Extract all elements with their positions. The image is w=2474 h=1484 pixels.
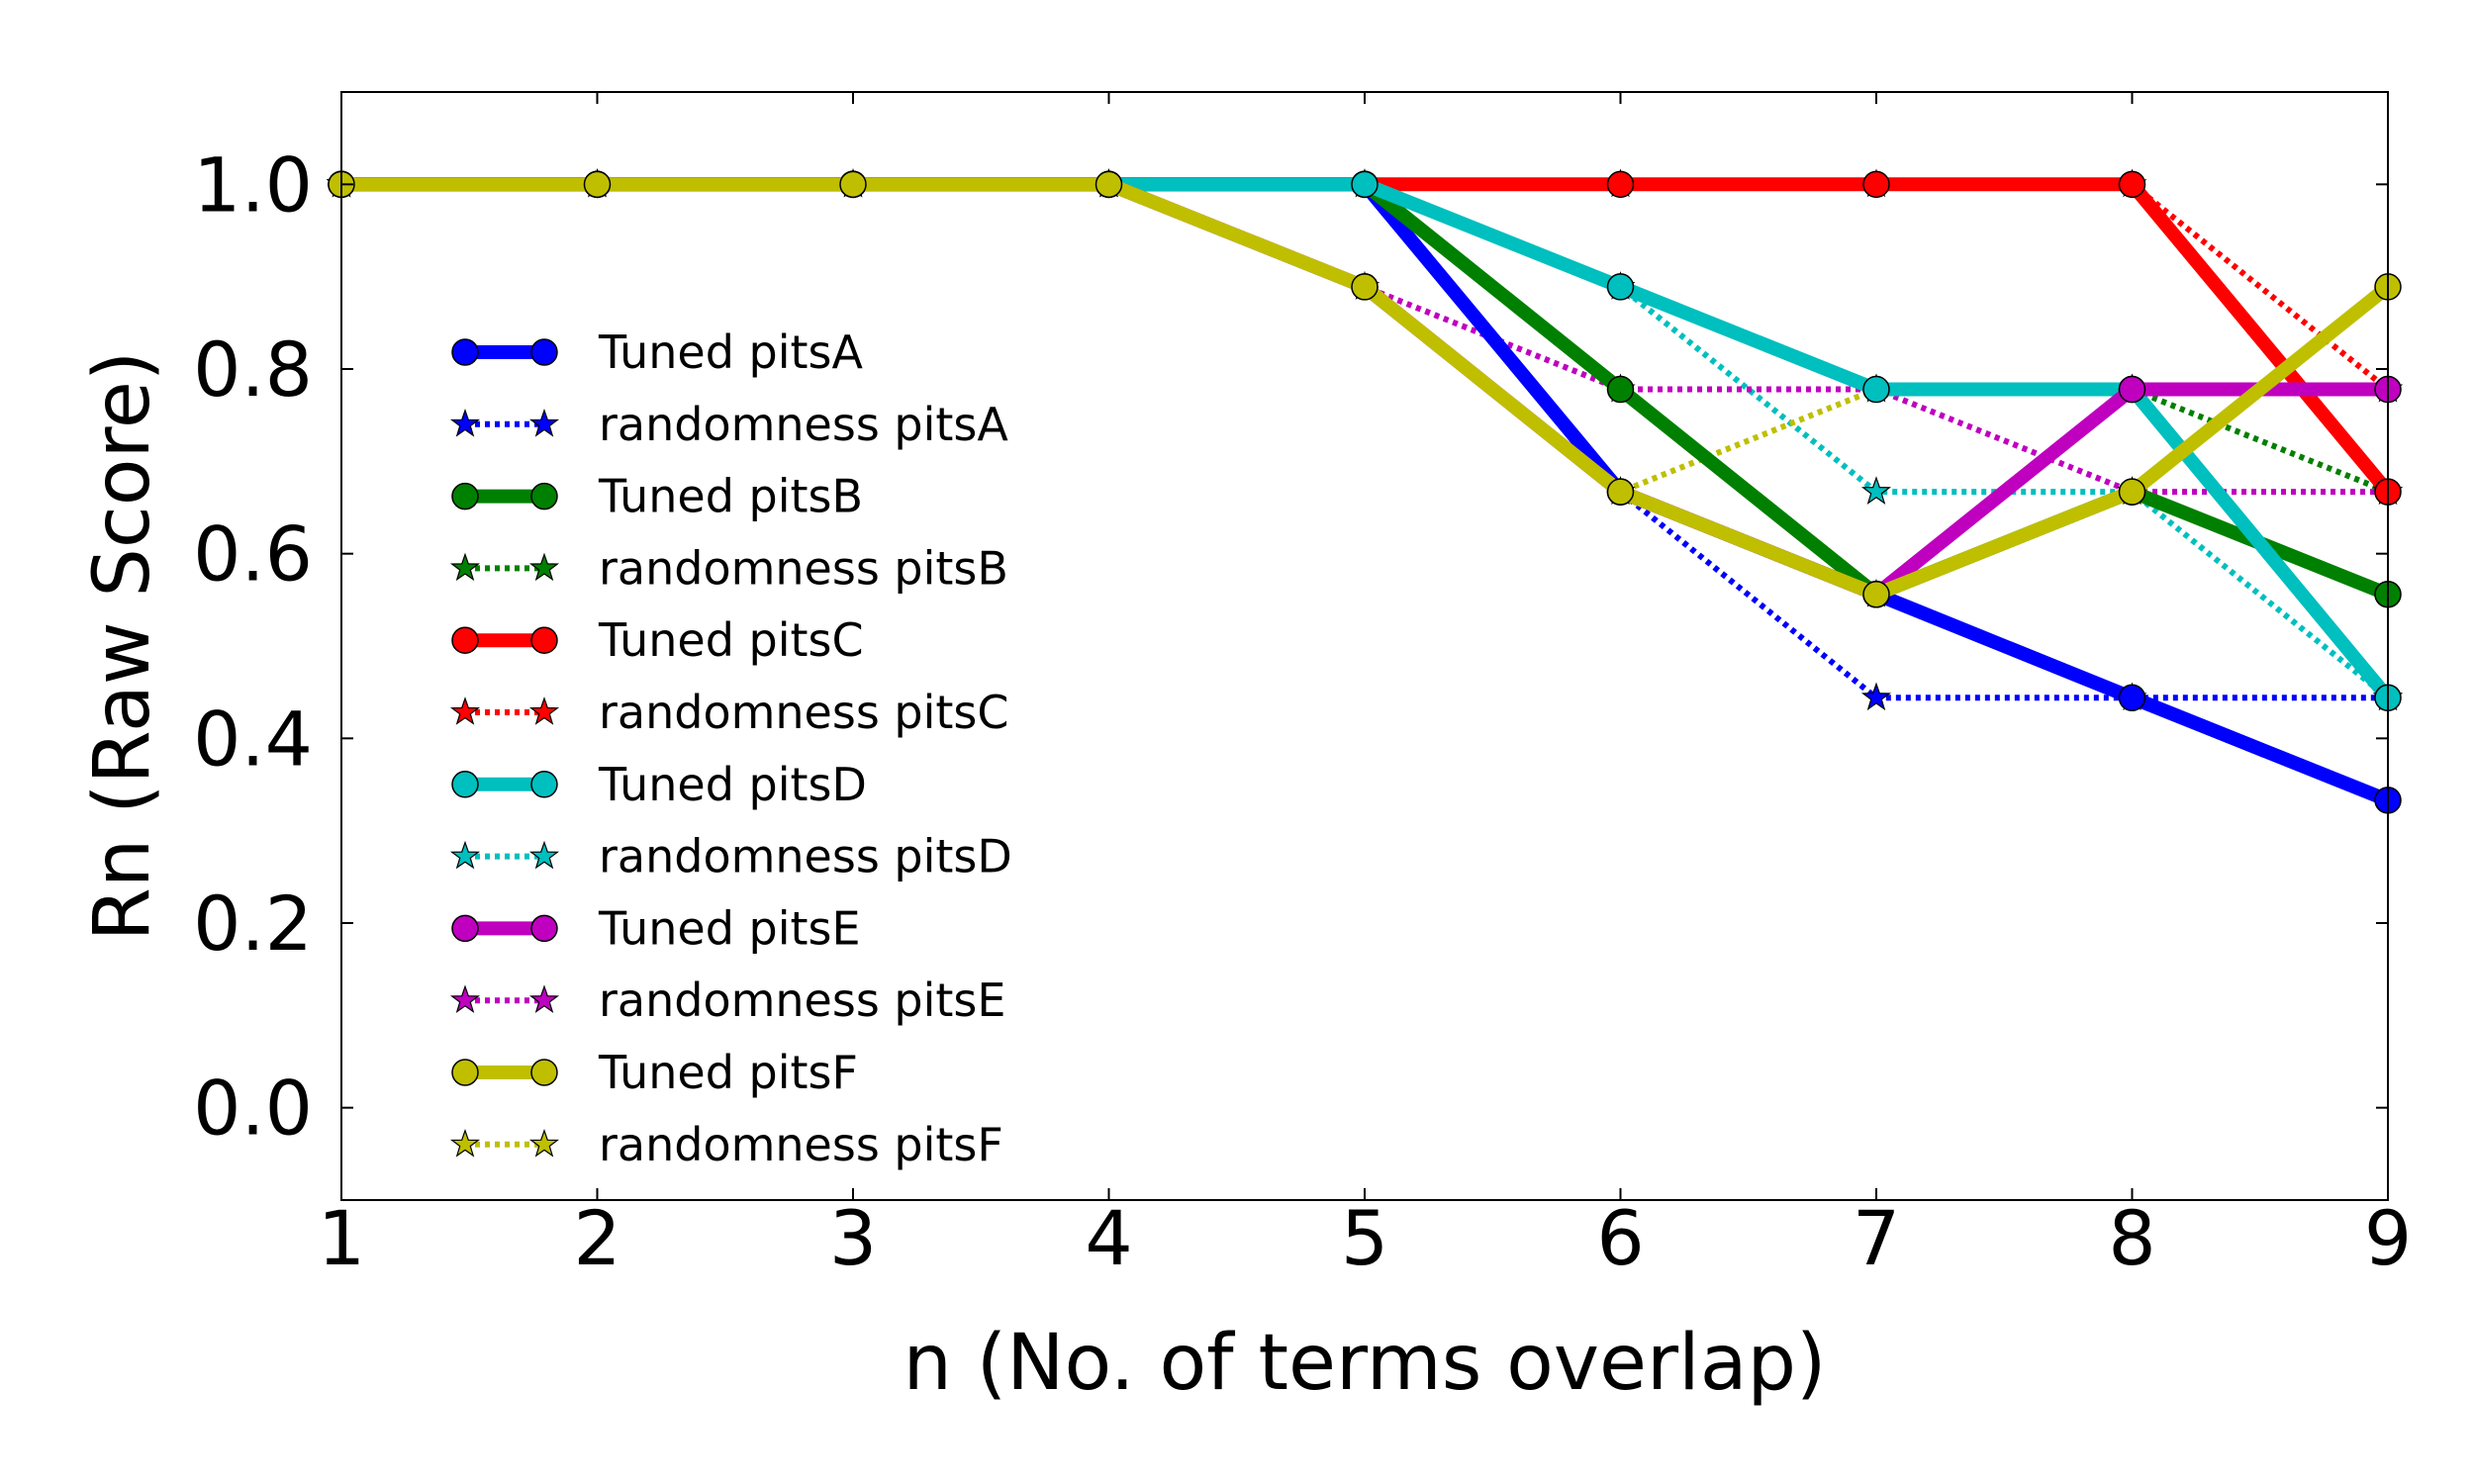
x-tick-label: 5 (1341, 1194, 1388, 1282)
x-tick-label: 8 (2108, 1194, 2155, 1282)
legend-marker (449, 696, 481, 725)
data-point (1862, 170, 1890, 199)
legend-marker (449, 984, 481, 1013)
legend-item: Tuned pitsC (451, 613, 864, 667)
data-point (2118, 684, 2146, 712)
legend-marker (530, 771, 558, 798)
legend-item: randomness pitsB (449, 541, 1008, 595)
legend-item: randomness pitsC (449, 686, 1009, 739)
data-point (1606, 273, 1635, 301)
legend-item: randomness pitsD (449, 830, 1012, 883)
legend-item: randomness pitsA (449, 398, 1008, 451)
legend-marker (528, 840, 560, 870)
x-axis-label: n (No. of terms overlap) (904, 1319, 1827, 1408)
legend-label: Tuned pitsE (598, 901, 861, 955)
legend-marker (449, 408, 481, 437)
legend-marker (528, 552, 560, 582)
legend-marker (449, 1128, 481, 1158)
ticks: 1 2 3 4 5 6 7 8 9 0.0 0.2 0.4 0.6 0.8 1.0 (193, 92, 2412, 1282)
data-point (2118, 375, 2146, 404)
data-point (1606, 375, 1635, 404)
legend-label: randomness pitsF (599, 1118, 1003, 1171)
y-tick-label: 1.0 (193, 140, 313, 229)
legend-label: randomness pitsA (599, 398, 1008, 451)
legend-label: Tuned pitsF (598, 1046, 858, 1099)
legend-item: Tuned pitsB (451, 470, 863, 523)
legend-label: Tuned pitsB (598, 470, 863, 523)
data-point (2118, 170, 2146, 199)
legend-label: randomness pitsB (599, 541, 1008, 595)
series-layer (326, 168, 2404, 814)
x-tick-label: 3 (829, 1194, 877, 1282)
legend-label: randomness pitsE (599, 974, 1005, 1027)
legend-item: randomness pitsE (449, 974, 1005, 1027)
legend-marker (449, 552, 481, 582)
data-point (1862, 580, 1890, 608)
data-point (2118, 478, 2146, 506)
legend-marker (451, 626, 479, 654)
legend-item: Tuned pitsA (451, 325, 864, 379)
data-point (1094, 170, 1123, 199)
legend: Tuned pitsA randomness pitsA Tuned pitsB ra… (449, 325, 1012, 1171)
legend-label: randomness pitsC (599, 686, 1009, 739)
x-tick-label: 2 (573, 1194, 620, 1282)
legend-item: Tuned pitsF (451, 1046, 858, 1099)
data-point (1351, 273, 1379, 301)
x-tick-label: 6 (1596, 1194, 1644, 1282)
y-tick-label: 0.8 (193, 325, 313, 414)
data-point (1606, 170, 1635, 199)
data-point (1862, 375, 1890, 404)
y-tick-label: 0.2 (193, 880, 313, 968)
legend-label: Tuned pitsD (598, 758, 867, 811)
data-point (1860, 682, 1892, 711)
legend-marker (451, 914, 479, 943)
data-point (1606, 478, 1635, 506)
x-tick-label: 4 (1085, 1194, 1132, 1282)
data-point (839, 170, 867, 199)
data-point (1351, 170, 1379, 199)
legend-label: randomness pitsD (599, 830, 1012, 883)
y-tick-label: 0.6 (193, 510, 313, 599)
data-point (1860, 476, 1892, 505)
y-axis-label: Rn (Raw Score) (78, 351, 167, 942)
legend-item: randomness pitsF (449, 1118, 1003, 1171)
y-tick-label: 0.4 (193, 695, 313, 783)
legend-label: Tuned pitsA (598, 325, 864, 379)
legend-marker (449, 840, 481, 870)
legend-marker (451, 1059, 479, 1086)
legend-marker (451, 338, 479, 366)
legend-marker (451, 771, 479, 798)
legend-marker (528, 1128, 560, 1158)
x-tick-label: 1 (318, 1194, 365, 1282)
x-tick-label: 7 (1853, 1194, 1900, 1282)
legend-marker (530, 1059, 558, 1086)
x-tick-label: 9 (2364, 1194, 2412, 1282)
legend-label: Tuned pitsC (598, 613, 864, 667)
data-point (583, 170, 612, 199)
legend-marker (528, 696, 560, 725)
legend-item: Tuned pitsE (451, 901, 861, 955)
legend-item: Tuned pitsD (451, 758, 867, 811)
legend-marker (451, 482, 479, 510)
legend-marker (530, 338, 558, 366)
legend-marker (528, 984, 560, 1013)
legend-marker (530, 914, 558, 943)
legend-marker (528, 408, 560, 437)
legend-marker (530, 626, 558, 654)
legend-marker (530, 482, 558, 510)
y-tick-label: 0.0 (193, 1065, 313, 1153)
